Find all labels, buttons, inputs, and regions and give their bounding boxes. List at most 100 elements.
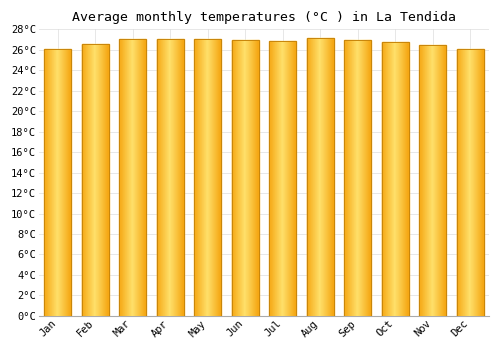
Bar [430,45,432,316]
Bar [392,42,393,316]
Bar [482,49,483,316]
Bar [175,38,176,316]
Bar [325,38,326,316]
Bar [212,38,213,316]
Bar [308,38,310,316]
Bar [462,49,464,316]
Bar [385,42,386,316]
Bar [84,44,85,316]
Bar [198,38,199,316]
Bar [474,49,475,316]
Bar [479,49,480,316]
Bar [328,38,329,316]
Bar [247,40,248,316]
Bar [276,41,277,316]
Bar [269,41,296,316]
Bar [65,49,66,316]
Bar [248,40,249,316]
Bar [310,38,312,316]
Bar [244,40,245,316]
Bar [209,38,210,316]
Bar [91,44,92,316]
Bar [138,38,140,316]
Bar [238,40,239,316]
Bar [432,45,434,316]
Bar [206,38,207,316]
Bar [140,38,141,316]
Bar [387,42,388,316]
Bar [50,49,51,316]
Bar [426,45,427,316]
Bar [167,38,168,316]
Bar [99,44,100,316]
Bar [350,40,351,316]
Bar [398,42,399,316]
Bar [160,38,162,316]
Bar [66,49,67,316]
Bar [232,40,258,316]
Bar [250,40,251,316]
Bar [132,38,134,316]
Bar [420,45,421,316]
Bar [359,40,360,316]
Bar [90,44,91,316]
Bar [318,38,319,316]
Bar [236,40,237,316]
Bar [220,38,221,316]
Bar [434,45,436,316]
Bar [217,38,218,316]
Bar [251,40,252,316]
Bar [218,38,219,316]
Bar [422,45,423,316]
Bar [351,40,352,316]
Bar [476,49,477,316]
Bar [384,42,385,316]
Bar [239,40,240,316]
Bar [46,49,47,316]
Bar [174,38,175,316]
Bar [355,40,356,316]
Bar [456,49,458,316]
Bar [483,49,484,316]
Bar [344,40,345,316]
Bar [419,45,420,316]
Bar [197,38,198,316]
Bar [58,49,59,316]
Bar [144,38,145,316]
Bar [200,38,201,316]
Bar [347,40,348,316]
Bar [406,42,408,316]
Bar [235,40,236,316]
Bar [68,49,69,316]
Bar [368,40,369,316]
Bar [166,38,167,316]
Bar [142,38,143,316]
Bar [469,49,470,316]
Bar [472,49,473,316]
Bar [253,40,254,316]
Bar [164,38,166,316]
Bar [216,38,217,316]
Bar [82,44,108,316]
Bar [481,49,482,316]
Bar [442,45,443,316]
Bar [423,45,424,316]
Bar [179,38,180,316]
Bar [177,38,178,316]
Bar [252,40,253,316]
Bar [162,38,164,316]
Bar [172,38,173,316]
Bar [82,44,83,316]
Bar [436,45,438,316]
Bar [466,49,467,316]
Bar [243,40,244,316]
Bar [52,49,53,316]
Bar [119,38,146,316]
Bar [382,42,408,316]
Bar [331,38,332,316]
Bar [467,49,468,316]
Bar [443,45,444,316]
Bar [96,44,97,316]
Bar [213,38,214,316]
Bar [390,42,391,316]
